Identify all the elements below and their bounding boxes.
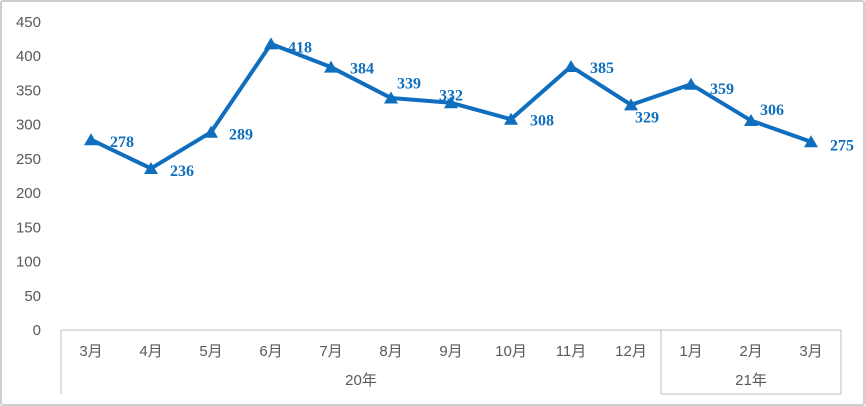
x-axis-month-label: 9月 <box>439 343 462 360</box>
x-axis-year-label: 20年 <box>345 372 377 389</box>
data-point-label: 306 <box>760 102 784 119</box>
data-point-marker <box>324 60 338 73</box>
data-point-label: 308 <box>530 113 554 130</box>
data-point-label: 418 <box>288 39 312 56</box>
data-point-marker <box>144 161 158 174</box>
data-point-label: 359 <box>710 81 734 98</box>
data-point-marker <box>684 77 698 90</box>
data-point-marker <box>84 133 98 146</box>
data-point-marker <box>444 96 458 109</box>
data-point-marker <box>384 91 398 104</box>
x-axis-month-label: 10月 <box>495 343 527 360</box>
y-axis-tick-label: 150 <box>16 219 41 236</box>
data-point-marker <box>624 98 638 111</box>
data-point-label: 332 <box>439 87 463 104</box>
x-axis-month-label: 3月 <box>79 343 102 360</box>
data-point-marker <box>504 112 518 125</box>
x-axis-month-label: 8月 <box>379 343 402 360</box>
y-axis-tick-label: 100 <box>16 254 41 271</box>
data-point-label: 289 <box>229 127 253 144</box>
data-point-label: 384 <box>350 61 374 78</box>
data-point-marker <box>564 59 578 72</box>
y-axis-tick-label: 450 <box>16 14 41 31</box>
data-point-label: 339 <box>397 75 421 92</box>
data-point-label: 385 <box>590 60 614 77</box>
y-axis-tick-label: 0 <box>33 322 41 339</box>
x-axis-month-label: 3月 <box>799 343 822 360</box>
y-axis-tick-label: 50 <box>24 288 41 305</box>
data-point-marker <box>204 125 218 138</box>
x-axis-year-label: 21年 <box>735 372 767 389</box>
x-axis-month-label: 11月 <box>556 343 587 360</box>
data-point-label: 236 <box>170 163 194 180</box>
x-axis-month-label: 7月 <box>319 343 342 360</box>
y-axis-tick-label: 200 <box>16 185 41 202</box>
data-point-marker <box>744 114 758 127</box>
y-axis-tick-label: 350 <box>16 82 41 99</box>
x-axis-month-label: 4月 <box>139 343 162 360</box>
x-axis-month-label: 2月 <box>739 343 762 360</box>
data-point-label: 275 <box>830 137 854 154</box>
x-axis-month-label: 1月 <box>679 343 702 360</box>
y-axis-tick-label: 400 <box>16 48 41 65</box>
data-point-label: 329 <box>635 109 659 126</box>
x-axis-month-label: 6月 <box>259 343 282 360</box>
x-axis-month-label: 12月 <box>615 343 647 360</box>
y-axis-tick-label: 250 <box>16 151 41 168</box>
data-point-label: 278 <box>110 134 134 151</box>
x-axis-month-label: 5月 <box>199 343 222 360</box>
y-axis-tick-label: 300 <box>16 117 41 134</box>
data-point-marker <box>804 135 818 148</box>
data-point-marker <box>264 37 278 50</box>
